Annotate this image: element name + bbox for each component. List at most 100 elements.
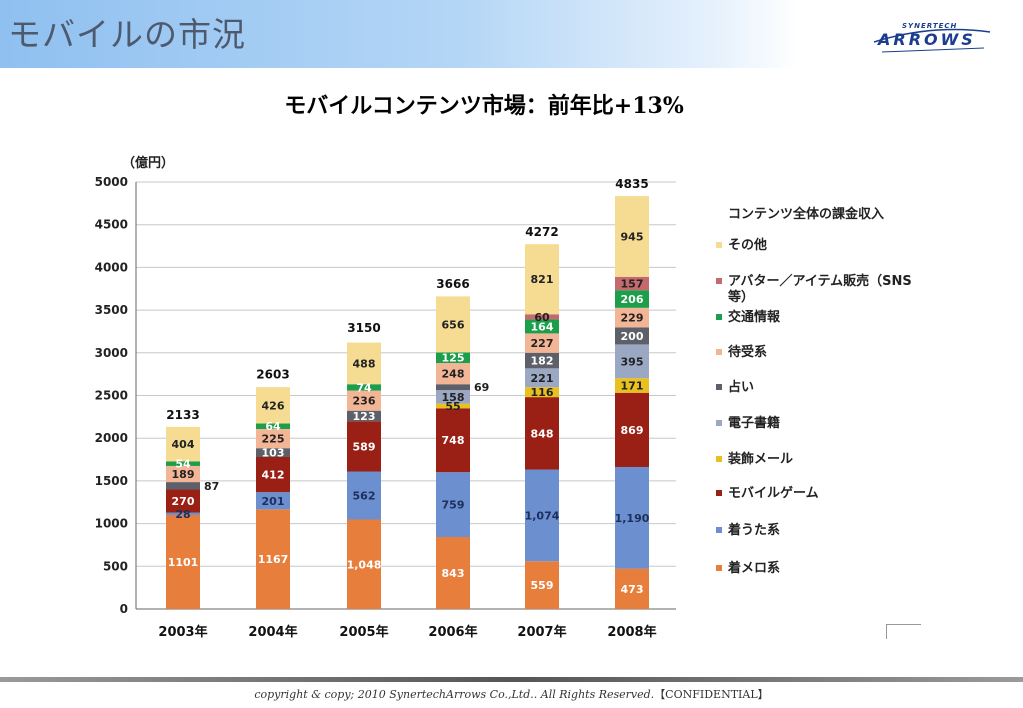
bar-segment: [525, 469, 559, 562]
data-label: 164: [531, 320, 554, 333]
data-label: 843: [442, 567, 465, 580]
bar-segment: [525, 387, 559, 398]
bar-segment: [436, 352, 470, 364]
bar-segment: [347, 519, 381, 609]
data-label: 206: [621, 293, 644, 306]
legend-swatch: [716, 242, 722, 248]
data-label: 395: [621, 355, 644, 368]
data-label: 221: [531, 372, 554, 385]
y-tick-label: 4000: [95, 260, 128, 274]
bar-segment: [256, 423, 290, 429]
x-tick-label: 2007年: [517, 624, 566, 640]
bar-segment: [436, 296, 470, 353]
legend-swatch: [716, 527, 722, 533]
header-band: [0, 0, 1023, 68]
bar-segment: [166, 482, 200, 490]
legend-swatch: [716, 456, 722, 462]
data-label: 821: [531, 273, 554, 286]
x-tick-label: 2004年: [248, 624, 297, 640]
bar-segment: [525, 561, 559, 609]
bar-segment: [436, 403, 470, 409]
legend-label: 等）: [727, 289, 754, 305]
legend-label: アバター／アイテム販売（SNS: [728, 273, 912, 289]
bar-segment: [615, 307, 649, 328]
bar-segment: [525, 244, 559, 315]
bar-segment: [615, 290, 649, 308]
bar-segment: [347, 342, 381, 385]
bar-segment: [256, 509, 290, 609]
bar-segment: [166, 426, 200, 462]
y-axis-label: （億円）: [122, 155, 174, 171]
y-tick-label: 2500: [95, 389, 128, 403]
legend-label: その他: [728, 237, 767, 253]
y-tick-label: 500: [103, 559, 128, 573]
data-label: 1167: [258, 553, 289, 566]
total-label: 3150: [347, 321, 380, 335]
data-label: 54: [175, 458, 191, 471]
bar-segment: [436, 408, 470, 473]
y-tick-label: 1500: [95, 474, 128, 488]
data-label: 227: [531, 337, 554, 350]
data-label: 1101: [168, 556, 199, 569]
data-label: 589: [353, 440, 376, 453]
data-label: 182: [531, 355, 554, 368]
data-label: 60: [534, 311, 550, 324]
data-label: 74: [356, 381, 372, 394]
data-label: 1,048: [347, 558, 382, 571]
footer-confidential: 【CONFIDENTIAL】: [654, 688, 769, 701]
bar-segment: [436, 472, 470, 538]
bar-segment: [347, 390, 381, 411]
legend-swatch: [716, 349, 722, 355]
legend-swatch: [716, 384, 722, 390]
data-label: 656: [442, 318, 465, 331]
bar-segment: [525, 397, 559, 470]
legend-label: 着メロ系: [727, 560, 780, 576]
data-label: 158: [442, 391, 465, 404]
footer-divider: [0, 677, 1023, 682]
data-label: 848: [531, 427, 554, 440]
bar-segment: [166, 489, 200, 513]
bar-segment: [166, 512, 200, 515]
data-label: 404: [172, 438, 195, 451]
data-label: 171: [621, 379, 644, 392]
data-label: 103: [262, 447, 285, 460]
y-tick-label: 4500: [95, 218, 128, 232]
data-label: 559: [531, 579, 554, 592]
footer: copyright & copy; 2010 SynertechArrows C…: [0, 686, 1023, 702]
data-label: 473: [621, 583, 644, 596]
data-label: 236: [353, 395, 376, 408]
bar-segment: [166, 465, 200, 483]
logo-swoosh-icon: [873, 28, 991, 53]
bar-segment: [525, 352, 559, 369]
bar-segment: [347, 471, 381, 520]
bar-segment: [615, 344, 649, 379]
bar-segment: [256, 448, 290, 457]
bar-segment: [256, 492, 290, 510]
data-label: 426: [262, 399, 285, 412]
bar-segment: [436, 363, 470, 385]
bar-segment: [525, 333, 559, 353]
total-label: 4835: [615, 177, 648, 191]
bar-segment: [347, 384, 381, 391]
data-label: 189: [172, 468, 195, 481]
bar-segment: [525, 314, 559, 320]
y-tick-label: 2000: [95, 431, 128, 445]
legend-swatch: [716, 278, 722, 284]
bar-segment: [256, 428, 290, 449]
bar-segment: [166, 461, 200, 466]
bar-segment: [436, 537, 470, 609]
data-label: 1,190: [615, 512, 650, 525]
legend-label: 装飾メール: [727, 451, 793, 467]
data-label: 869: [621, 424, 644, 437]
bar-segment: [166, 514, 200, 609]
bar-segment: [615, 327, 649, 345]
data-label: 270: [172, 495, 195, 508]
data-label: 562: [353, 490, 376, 503]
data-label: 116: [531, 386, 554, 399]
bar-segment: [615, 276, 649, 291]
bar-segment: [347, 421, 381, 472]
page-title: モバイルの市況: [8, 15, 246, 54]
chart-title: モバイルコンテンツ市場：前年比+13%: [284, 93, 684, 119]
bar-segment: [525, 368, 559, 388]
bar-segment: [436, 390, 470, 404]
